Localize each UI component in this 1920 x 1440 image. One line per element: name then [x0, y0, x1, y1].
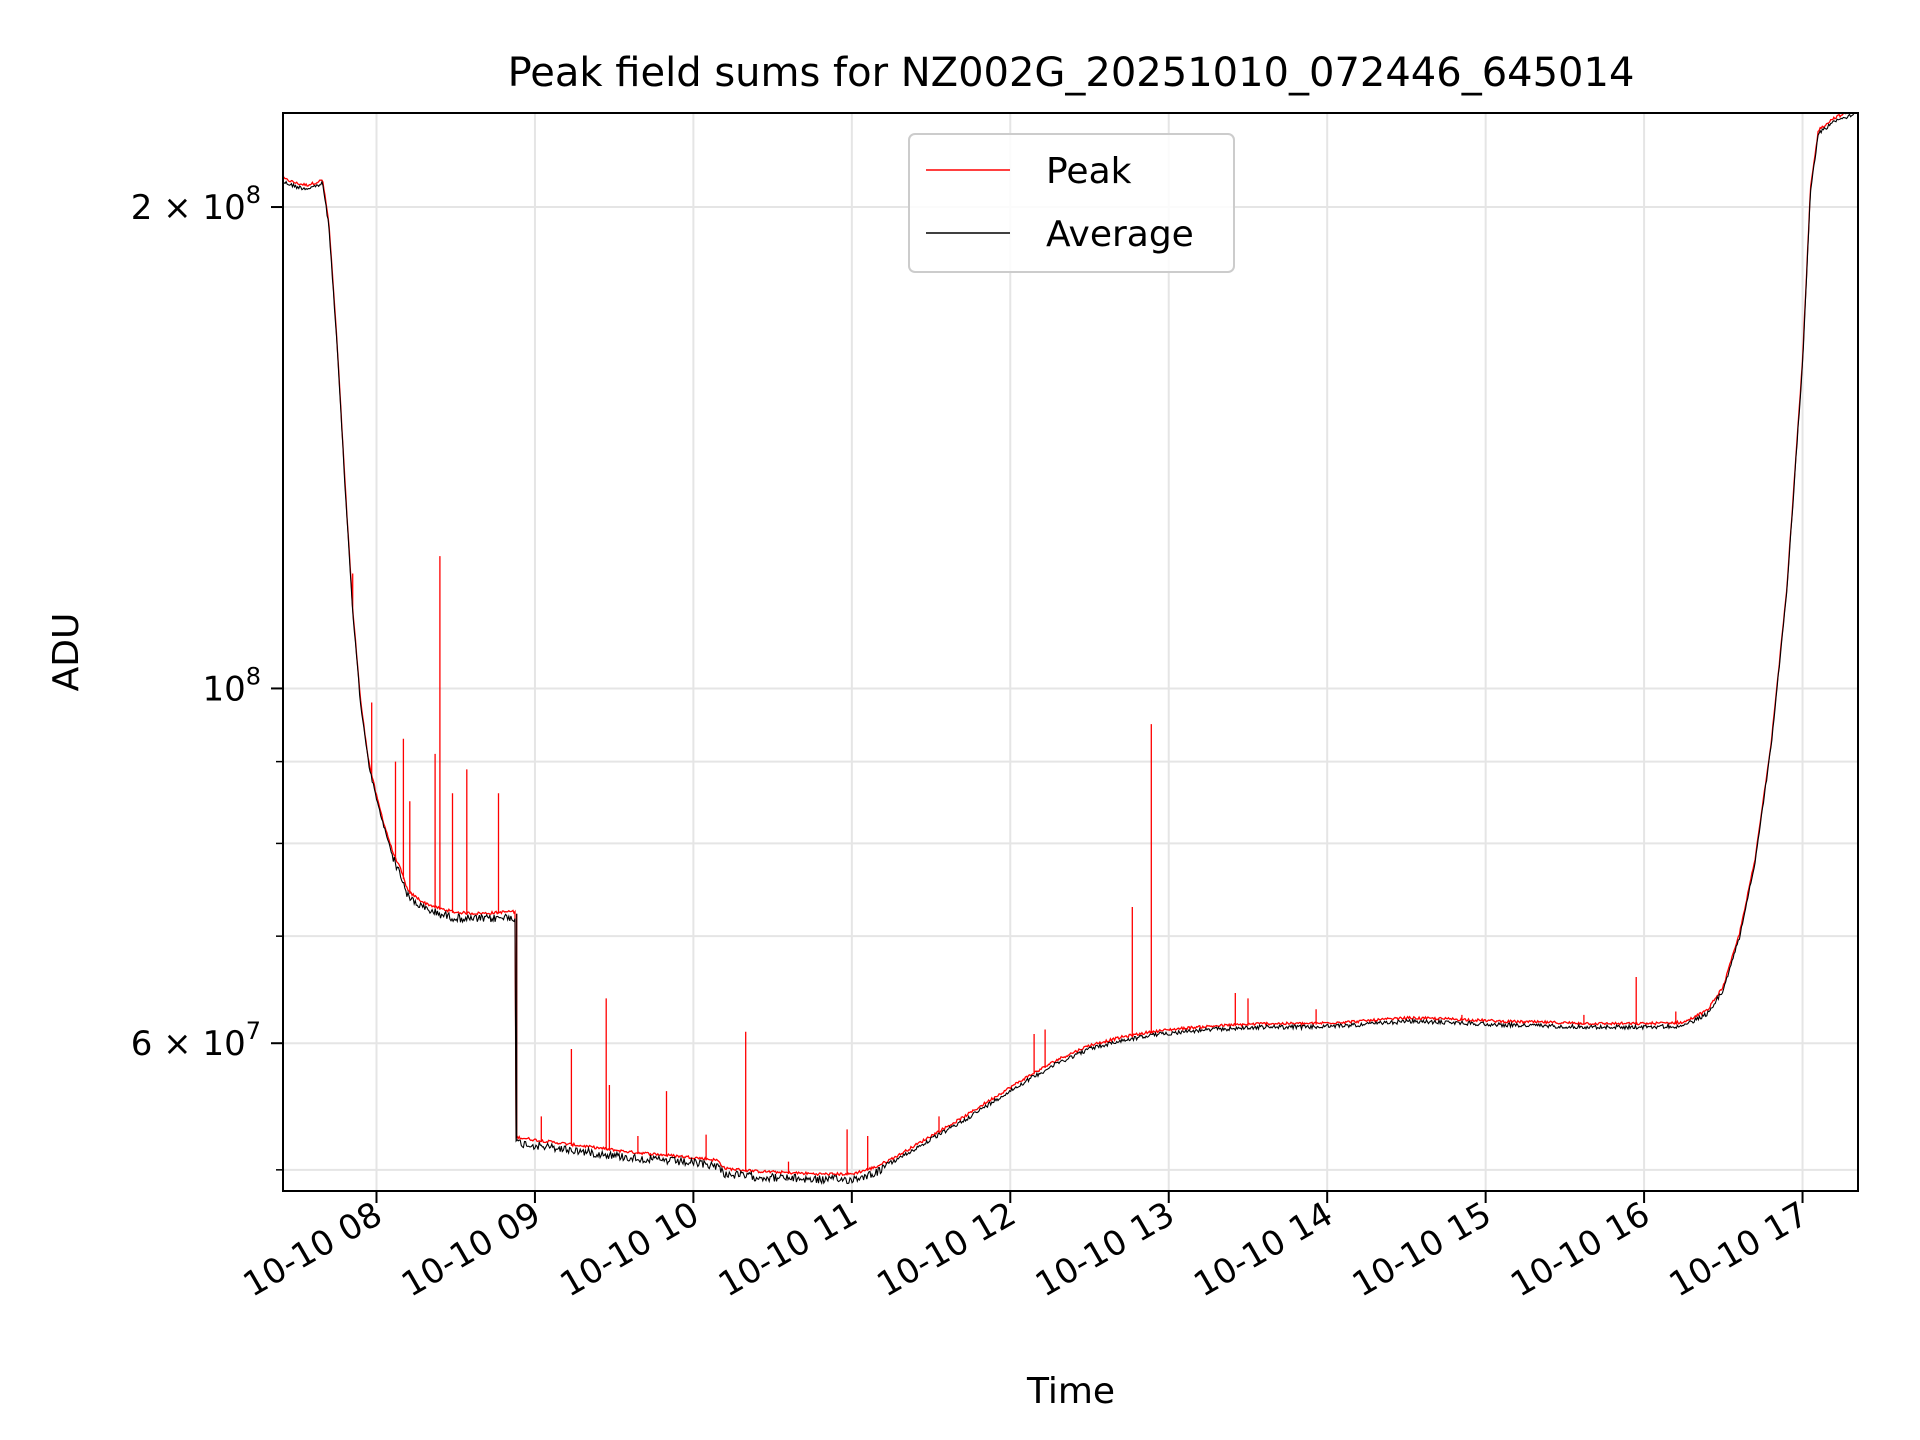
- y-tick-label: 108: [202, 662, 261, 709]
- legend: Peak Average: [908, 133, 1235, 273]
- y-tick-label: 6 × 107: [131, 1017, 261, 1064]
- y-tick-label: 2 × 108: [131, 181, 261, 228]
- x-axis-ticks: 10-10 08 10-10 09 10-10 10 10-10 11 10-10 12…: [237, 1191, 1815, 1305]
- plot-lines: [282, 112, 1858, 1185]
- y-axis-ticks: 108 2 × 108 6 × 107: [131, 181, 283, 1171]
- legend-label-average: Average: [1046, 214, 1194, 255]
- x-tick-label: 10-10 12: [870, 1194, 1022, 1305]
- legend-box: [908, 133, 1235, 273]
- y-axis-label: ADU: [46, 613, 87, 692]
- series-line-peak: [282, 112, 1858, 1177]
- x-tick-label: 10-10 08: [237, 1194, 389, 1305]
- legend-label-peak: Peak: [1046, 151, 1132, 192]
- x-tick-label: 10-10 16: [1504, 1194, 1656, 1305]
- x-tick-label: 10-10 11: [712, 1194, 864, 1305]
- plot-frame: [282, 112, 1859, 1192]
- x-tick-label: 10-10 09: [395, 1194, 547, 1305]
- x-tick-label: 10-10 13: [1029, 1194, 1181, 1305]
- x-tick-label: 10-10 10: [553, 1194, 705, 1305]
- x-tick-label: 10-10 14: [1187, 1194, 1339, 1305]
- x-tick-label: 10-10 15: [1346, 1194, 1498, 1305]
- x-tick-label: 10-10 17: [1663, 1194, 1815, 1305]
- series-line-average: [282, 112, 1858, 1185]
- chart-title: Peak field sums for NZ002G_20251010_0724…: [508, 50, 1635, 96]
- x-axis-label: Time: [1026, 1371, 1115, 1412]
- grid-lines: [283, 113, 1858, 1191]
